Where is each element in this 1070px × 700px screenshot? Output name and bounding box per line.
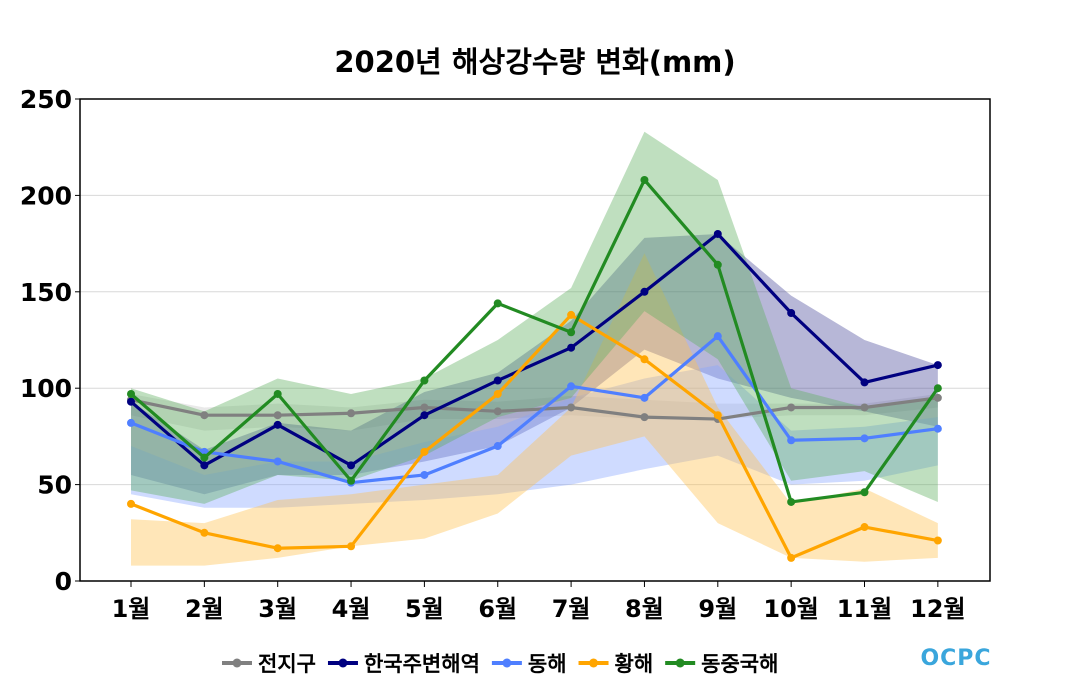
data-point-전지구 — [200, 411, 209, 420]
data-point-동해 — [420, 470, 429, 479]
legend-label: 동해 — [528, 652, 567, 676]
data-point-전지구 — [640, 413, 649, 422]
data-point-동중국해 — [713, 260, 722, 269]
data-point-황해 — [567, 310, 576, 319]
data-point-동해 — [713, 332, 722, 341]
series-line-황해 — [130, 313, 939, 560]
data-point-동해 — [860, 434, 869, 443]
data-point-전지구 — [347, 409, 356, 418]
chart-title: 2020년 해상강수량 변화(mm) — [334, 45, 735, 79]
data-point-동중국해 — [640, 175, 649, 184]
y-tick-label: 100 — [20, 374, 72, 403]
data-point-한국주변해역 — [567, 343, 576, 352]
x-tick-label: 1월 — [112, 595, 151, 623]
series-line-전지구 — [130, 396, 939, 421]
ocpc-logo: OCPC — [920, 646, 991, 671]
data-point-한국주변해역 — [273, 420, 282, 429]
data-point-전지구 — [493, 407, 502, 416]
data-point-황해 — [347, 542, 356, 551]
data-point-황해 — [933, 536, 942, 545]
data-point-전지구 — [567, 403, 576, 412]
data-point-한국주변해역 — [860, 378, 869, 387]
series-line-한국주변해역 — [129, 232, 939, 467]
x-tick-label: 2월 — [185, 595, 224, 623]
data-point-전지구 — [420, 403, 429, 412]
y-tick-label: 250 — [20, 85, 72, 114]
data-point-동중국해 — [273, 389, 282, 398]
data-point-전지구 — [933, 393, 942, 402]
data-point-전지구 — [860, 403, 869, 412]
legend-marker — [338, 658, 348, 668]
legend-label: 동중국해 — [701, 652, 778, 676]
y-tick-label: 50 — [37, 471, 72, 500]
data-point-황해 — [493, 389, 502, 398]
legend-marker — [589, 658, 599, 668]
data-point-동중국해 — [347, 476, 356, 485]
band-동해 — [131, 365, 938, 508]
data-point-황해 — [127, 499, 135, 508]
legend-label: 전지구 — [258, 652, 316, 676]
x-tick-label: 11월 — [837, 595, 892, 623]
legend-marker — [675, 658, 685, 668]
x-tick-label: 12월 — [910, 595, 965, 623]
x-tick-label: 3월 — [258, 595, 297, 623]
data-point-동중국해 — [567, 328, 576, 337]
data-point-동중국해 — [860, 488, 869, 497]
plot-frame — [79, 98, 991, 582]
y-tick-label: 0 — [55, 567, 72, 596]
data-point-황해 — [860, 523, 869, 532]
x-tick-label: 10월 — [763, 595, 818, 623]
data-point-동중국해 — [127, 389, 135, 398]
series-line-동중국해 — [129, 178, 940, 504]
data-point-황해 — [640, 355, 649, 364]
data-point-한국주변해역 — [347, 461, 356, 470]
data-point-한국주변해역 — [127, 397, 135, 406]
data-point-동해 — [787, 436, 796, 445]
data-point-동해 — [127, 418, 135, 427]
data-point-동해 — [640, 393, 649, 402]
x-tick-label: 5월 — [405, 595, 444, 623]
data-point-동중국해 — [787, 497, 796, 506]
band-황해 — [131, 253, 938, 566]
x-tick-label: 4월 — [332, 595, 371, 623]
series-line-동해 — [130, 334, 939, 485]
x-tick-label: 7월 — [552, 595, 591, 623]
data-point-황해 — [200, 528, 209, 537]
data-point-전지구 — [787, 403, 796, 412]
data-point-황해 — [273, 544, 282, 553]
data-point-동중국해 — [200, 453, 209, 462]
data-point-한국주변해역 — [713, 229, 722, 238]
legend-marker — [502, 658, 512, 668]
y-tick-label: 150 — [20, 278, 72, 307]
legend-label: 한국주변해역 — [364, 652, 480, 676]
data-point-전지구 — [273, 411, 282, 420]
x-tick-label: 6월 — [478, 595, 517, 623]
svg-text:OCPC: OCPC — [920, 646, 991, 671]
data-point-한국주변해역 — [933, 361, 942, 370]
data-point-황해 — [787, 553, 796, 562]
data-point-동해 — [273, 457, 282, 466]
band-전지구 — [131, 393, 938, 431]
data-point-한국주변해역 — [420, 411, 429, 420]
data-point-황해 — [420, 447, 429, 456]
data-point-황해 — [713, 411, 722, 420]
data-point-한국주변해역 — [640, 287, 649, 296]
x-tick-label: 9월 — [698, 595, 737, 623]
y-tick-label: 200 — [20, 181, 72, 210]
data-point-동해 — [567, 382, 576, 391]
legend-marker — [232, 658, 242, 668]
x-tick-label: 8월 — [625, 595, 664, 623]
data-point-동중국해 — [933, 384, 942, 393]
data-point-한국주변해역 — [200, 461, 209, 470]
data-point-동중국해 — [420, 376, 429, 385]
data-point-동해 — [933, 424, 942, 433]
data-point-동중국해 — [493, 299, 502, 308]
data-point-동해 — [493, 442, 502, 451]
data-point-한국주변해역 — [787, 309, 796, 318]
data-point-한국주변해역 — [493, 376, 502, 385]
legend-label: 황해 — [615, 652, 654, 676]
